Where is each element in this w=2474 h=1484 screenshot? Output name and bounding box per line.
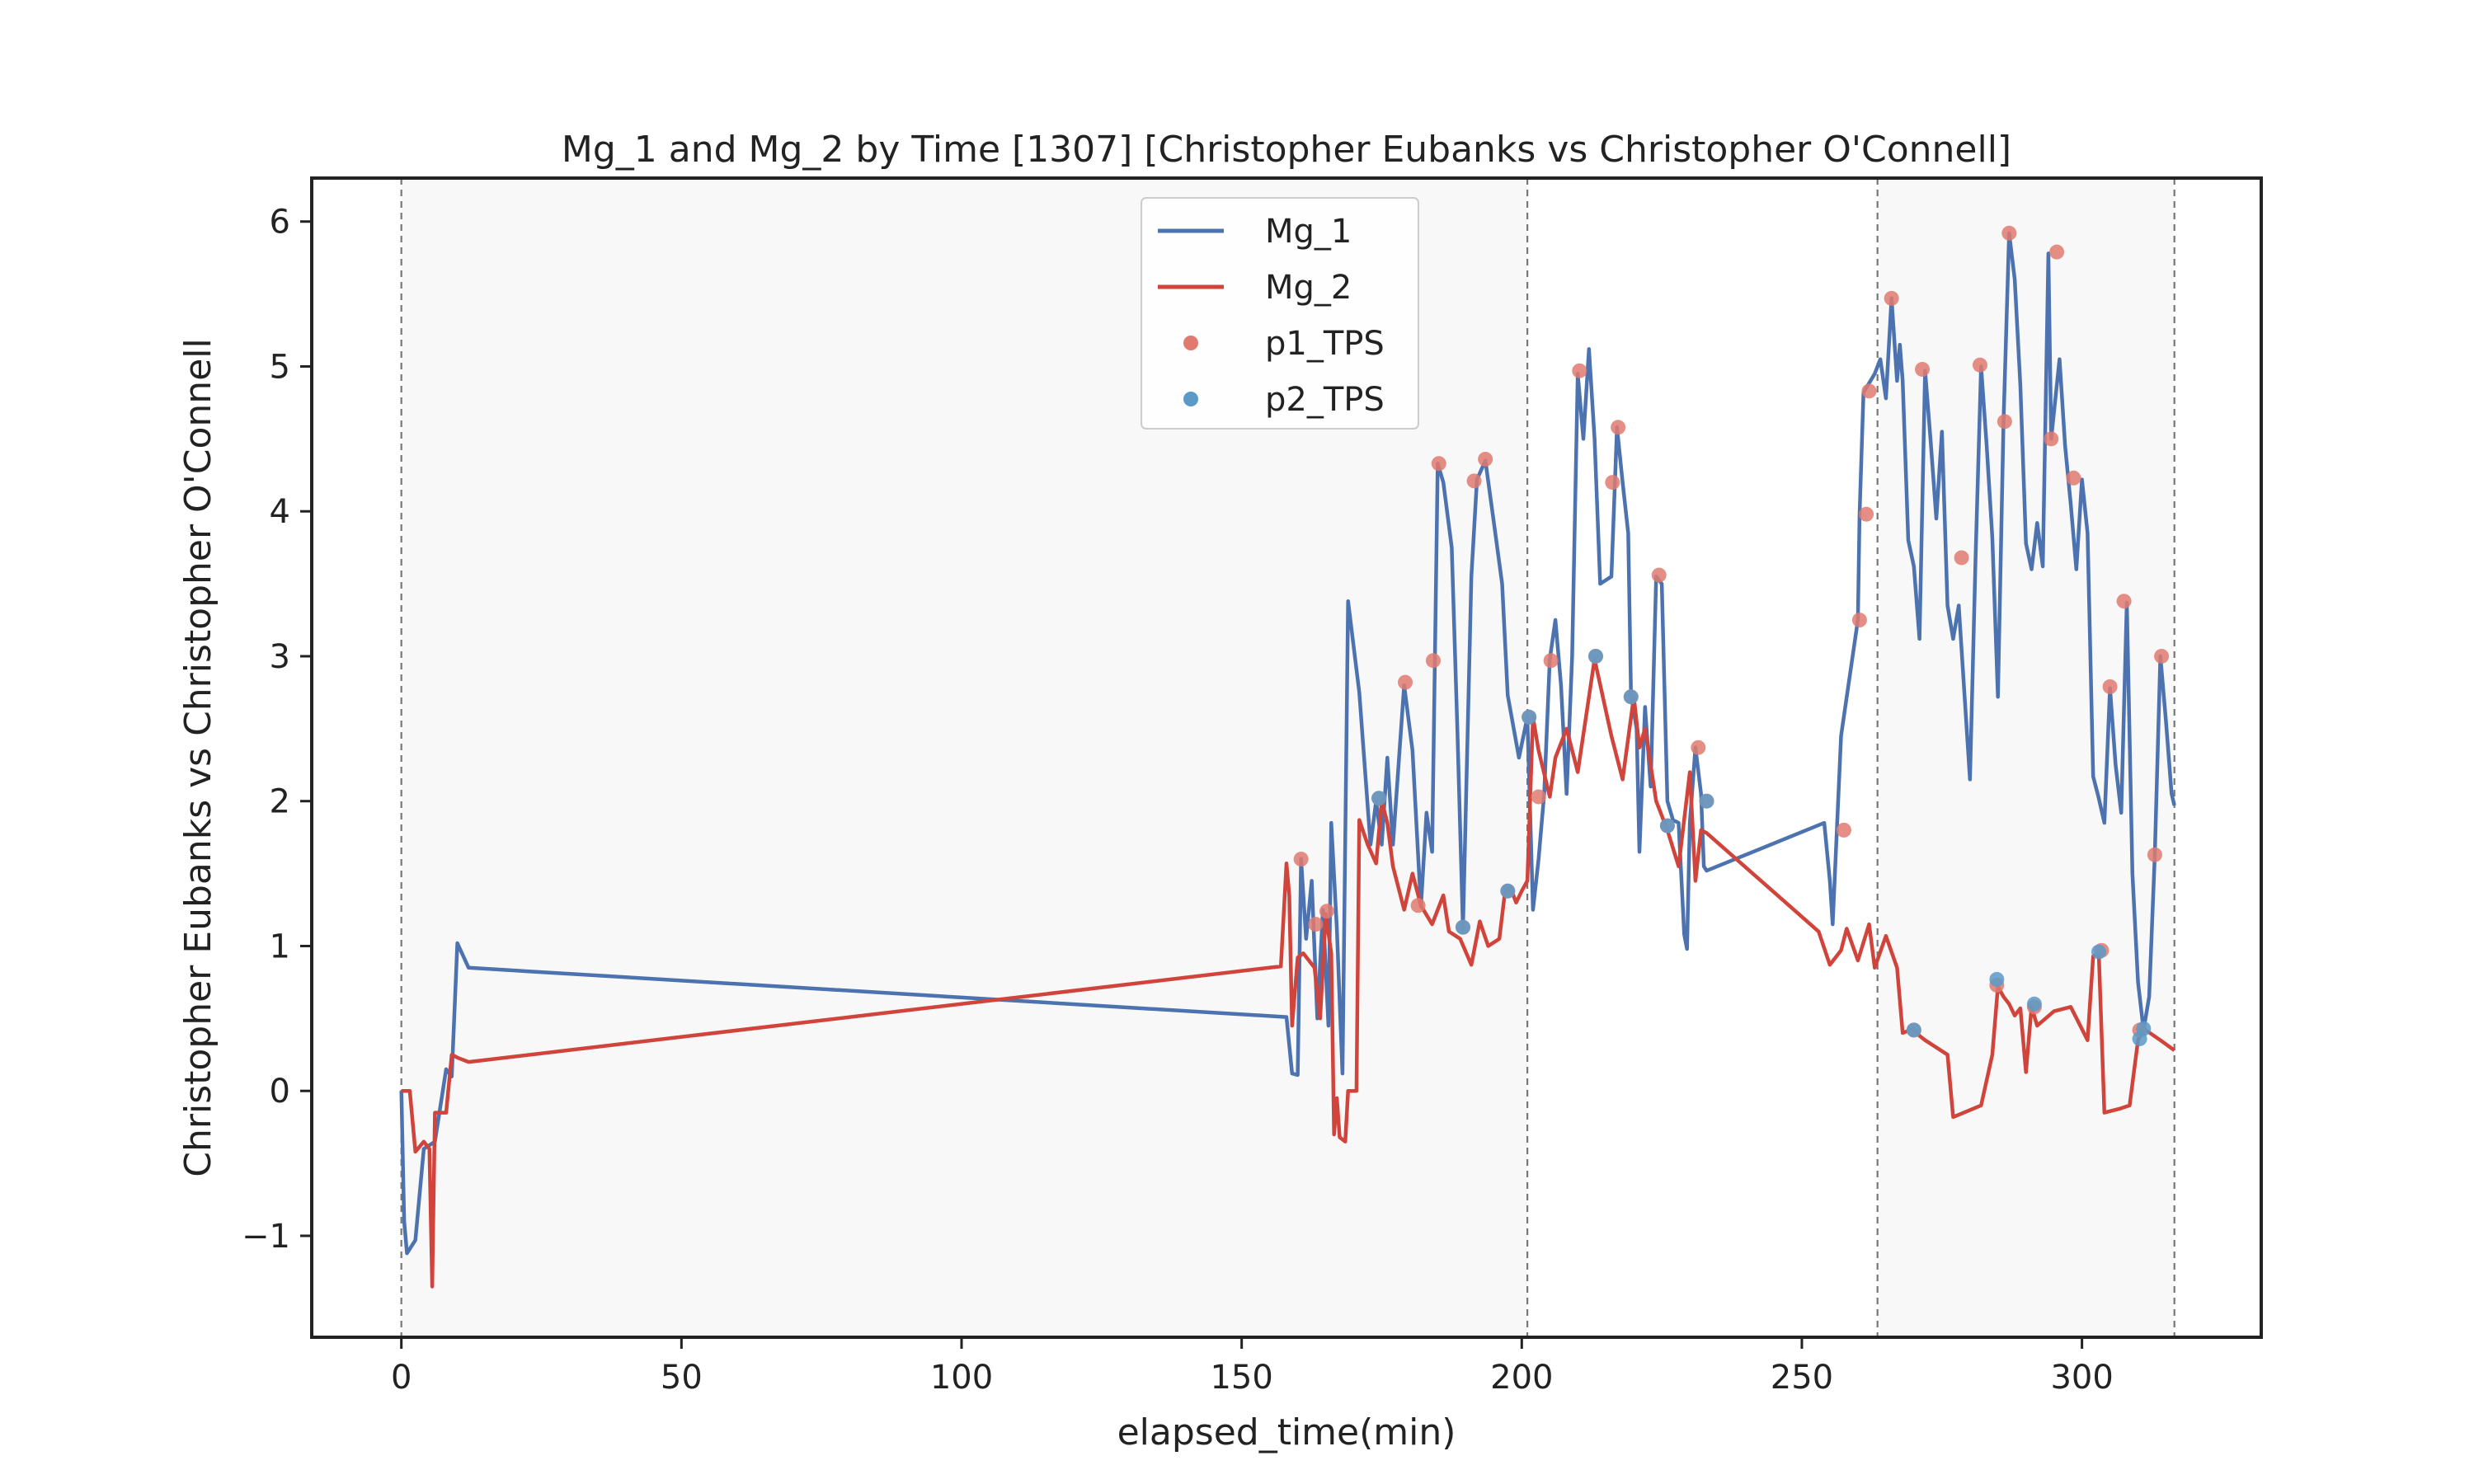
y-tick-label: 4	[270, 493, 290, 531]
y-tick-label: 1	[270, 928, 290, 965]
legend-swatch-p1-tps	[1183, 336, 1198, 350]
marker-p1-tps-19	[1611, 420, 1626, 435]
x-tick-label: 100	[930, 1359, 993, 1397]
y-tick-label: 3	[270, 638, 290, 676]
marker-p2-tps-11	[2026, 996, 2042, 1012]
marker-p1-tps-33	[1972, 357, 1987, 373]
marker-p1-tps-27	[1859, 506, 1874, 522]
x-tick-label: 150	[1210, 1359, 1272, 1397]
x-tick-label: 50	[661, 1359, 703, 1397]
series-line-mg-2	[401, 657, 2176, 1289]
marker-p1-tps-39	[2049, 244, 2065, 260]
marker-p1-tps-3	[1319, 904, 1334, 919]
legend-label-mg-2: Mg_2	[1265, 269, 1352, 307]
plot-frame	[310, 176, 2263, 1339]
marker-p1-tps-11	[1478, 451, 1493, 467]
marker-p1-tps-6	[1410, 898, 1426, 913]
marker-p2-tps-9	[1906, 1022, 1921, 1038]
marker-p1-tps-32	[1954, 550, 1969, 566]
x-tick-label: 0	[391, 1359, 412, 1397]
marker-p1-tps-36	[2001, 225, 2017, 241]
marker-p1-tps-23	[1691, 740, 1706, 755]
marker-p1-tps-35	[1997, 414, 2012, 430]
x-axis-label: elapsed_time(min)	[1117, 1411, 1456, 1453]
x-tick-label: 250	[1771, 1359, 1833, 1397]
marker-p1-tps-40	[2066, 470, 2081, 486]
legend-swatch-p2-tps	[1183, 392, 1198, 406]
tps-markers	[1293, 225, 2170, 1046]
marker-p1-tps-7	[1425, 653, 1441, 669]
y-axis-label: Christopher Eubanks vs Christopher O'Con…	[177, 338, 219, 1176]
chart-title: Mg_1 and Mg_2 by Time [1307] [Christophe…	[562, 129, 2011, 171]
marker-p1-tps-1	[1293, 852, 1309, 867]
marker-p1-tps-21	[1651, 567, 1667, 583]
marker-p1-tps-38	[2044, 431, 2059, 447]
marker-p2-tps-12	[2091, 944, 2106, 960]
marker-p1-tps-8	[1431, 456, 1446, 472]
y-tick-label: 6	[270, 204, 290, 242]
series-lines	[399, 231, 2176, 1289]
marker-p1-tps-45	[2147, 847, 2162, 862]
marker-p2-tps-8	[1699, 793, 1714, 809]
marker-p2-tps-7	[1659, 818, 1675, 834]
x-tick-label: 200	[1490, 1359, 1553, 1397]
marker-p1-tps-2	[1308, 917, 1324, 932]
y-tick-label: 5	[270, 348, 290, 386]
marker-p1-tps-18	[1605, 475, 1620, 491]
marker-p1-tps-46	[2154, 648, 2170, 664]
marker-p2-tps-6	[1623, 689, 1639, 705]
y-tick-label: 0	[270, 1073, 290, 1111]
legend-box	[1141, 197, 1419, 430]
legend: Mg_1 Mg_2 p1_TPS p2_TPS	[1141, 197, 1419, 430]
legend-label-p1-tps: p1_TPS	[1265, 325, 1385, 363]
y-axis-ticks: −1 0 1 2 3 4 5 6	[242, 204, 312, 1256]
marker-p1-tps-15	[1543, 653, 1559, 669]
marker-p1-tps-26	[1851, 613, 1867, 628]
marker-p2-tps-10	[1989, 971, 2005, 987]
x-tick-label: 300	[2050, 1359, 2113, 1397]
marker-p2-tps-3	[1500, 883, 1516, 899]
marker-p2-tps-14	[2136, 1021, 2152, 1036]
marker-p1-tps-31	[1915, 361, 1931, 377]
marker-p2-tps-4	[1522, 709, 1537, 725]
marker-p1-tps-28	[1861, 383, 1877, 399]
marker-p1-tps-16	[1572, 363, 1587, 378]
y-tick-label: 2	[270, 783, 290, 821]
marker-p2-tps-2	[1455, 919, 1470, 935]
marker-p2-tps-5	[1587, 648, 1603, 664]
legend-label-mg-1: Mg_1	[1265, 213, 1352, 251]
x-axis-ticks: 0 50 100 150 200 250 300	[391, 1337, 2114, 1397]
marker-p1-tps-14	[1531, 789, 1546, 805]
series-line-mg-1	[399, 231, 2176, 1256]
marker-p1-tps-5	[1398, 674, 1413, 690]
marker-p1-tps-29	[1884, 290, 1899, 306]
marker-p2-tps-1	[1371, 791, 1387, 806]
y-tick-label: −1	[242, 1218, 290, 1256]
marker-p1-tps-25	[1836, 822, 1851, 838]
marker-p1-tps-42	[2102, 679, 2118, 694]
marker-p1-tps-43	[2116, 594, 2132, 609]
legend-label-p2-tps: p2_TPS	[1265, 381, 1385, 419]
marker-p1-tps-10	[1466, 473, 1482, 489]
